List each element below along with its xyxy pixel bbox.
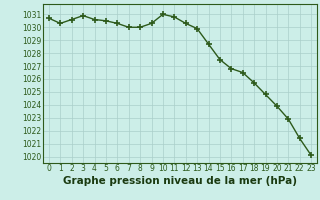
X-axis label: Graphe pression niveau de la mer (hPa): Graphe pression niveau de la mer (hPa) xyxy=(63,176,297,186)
